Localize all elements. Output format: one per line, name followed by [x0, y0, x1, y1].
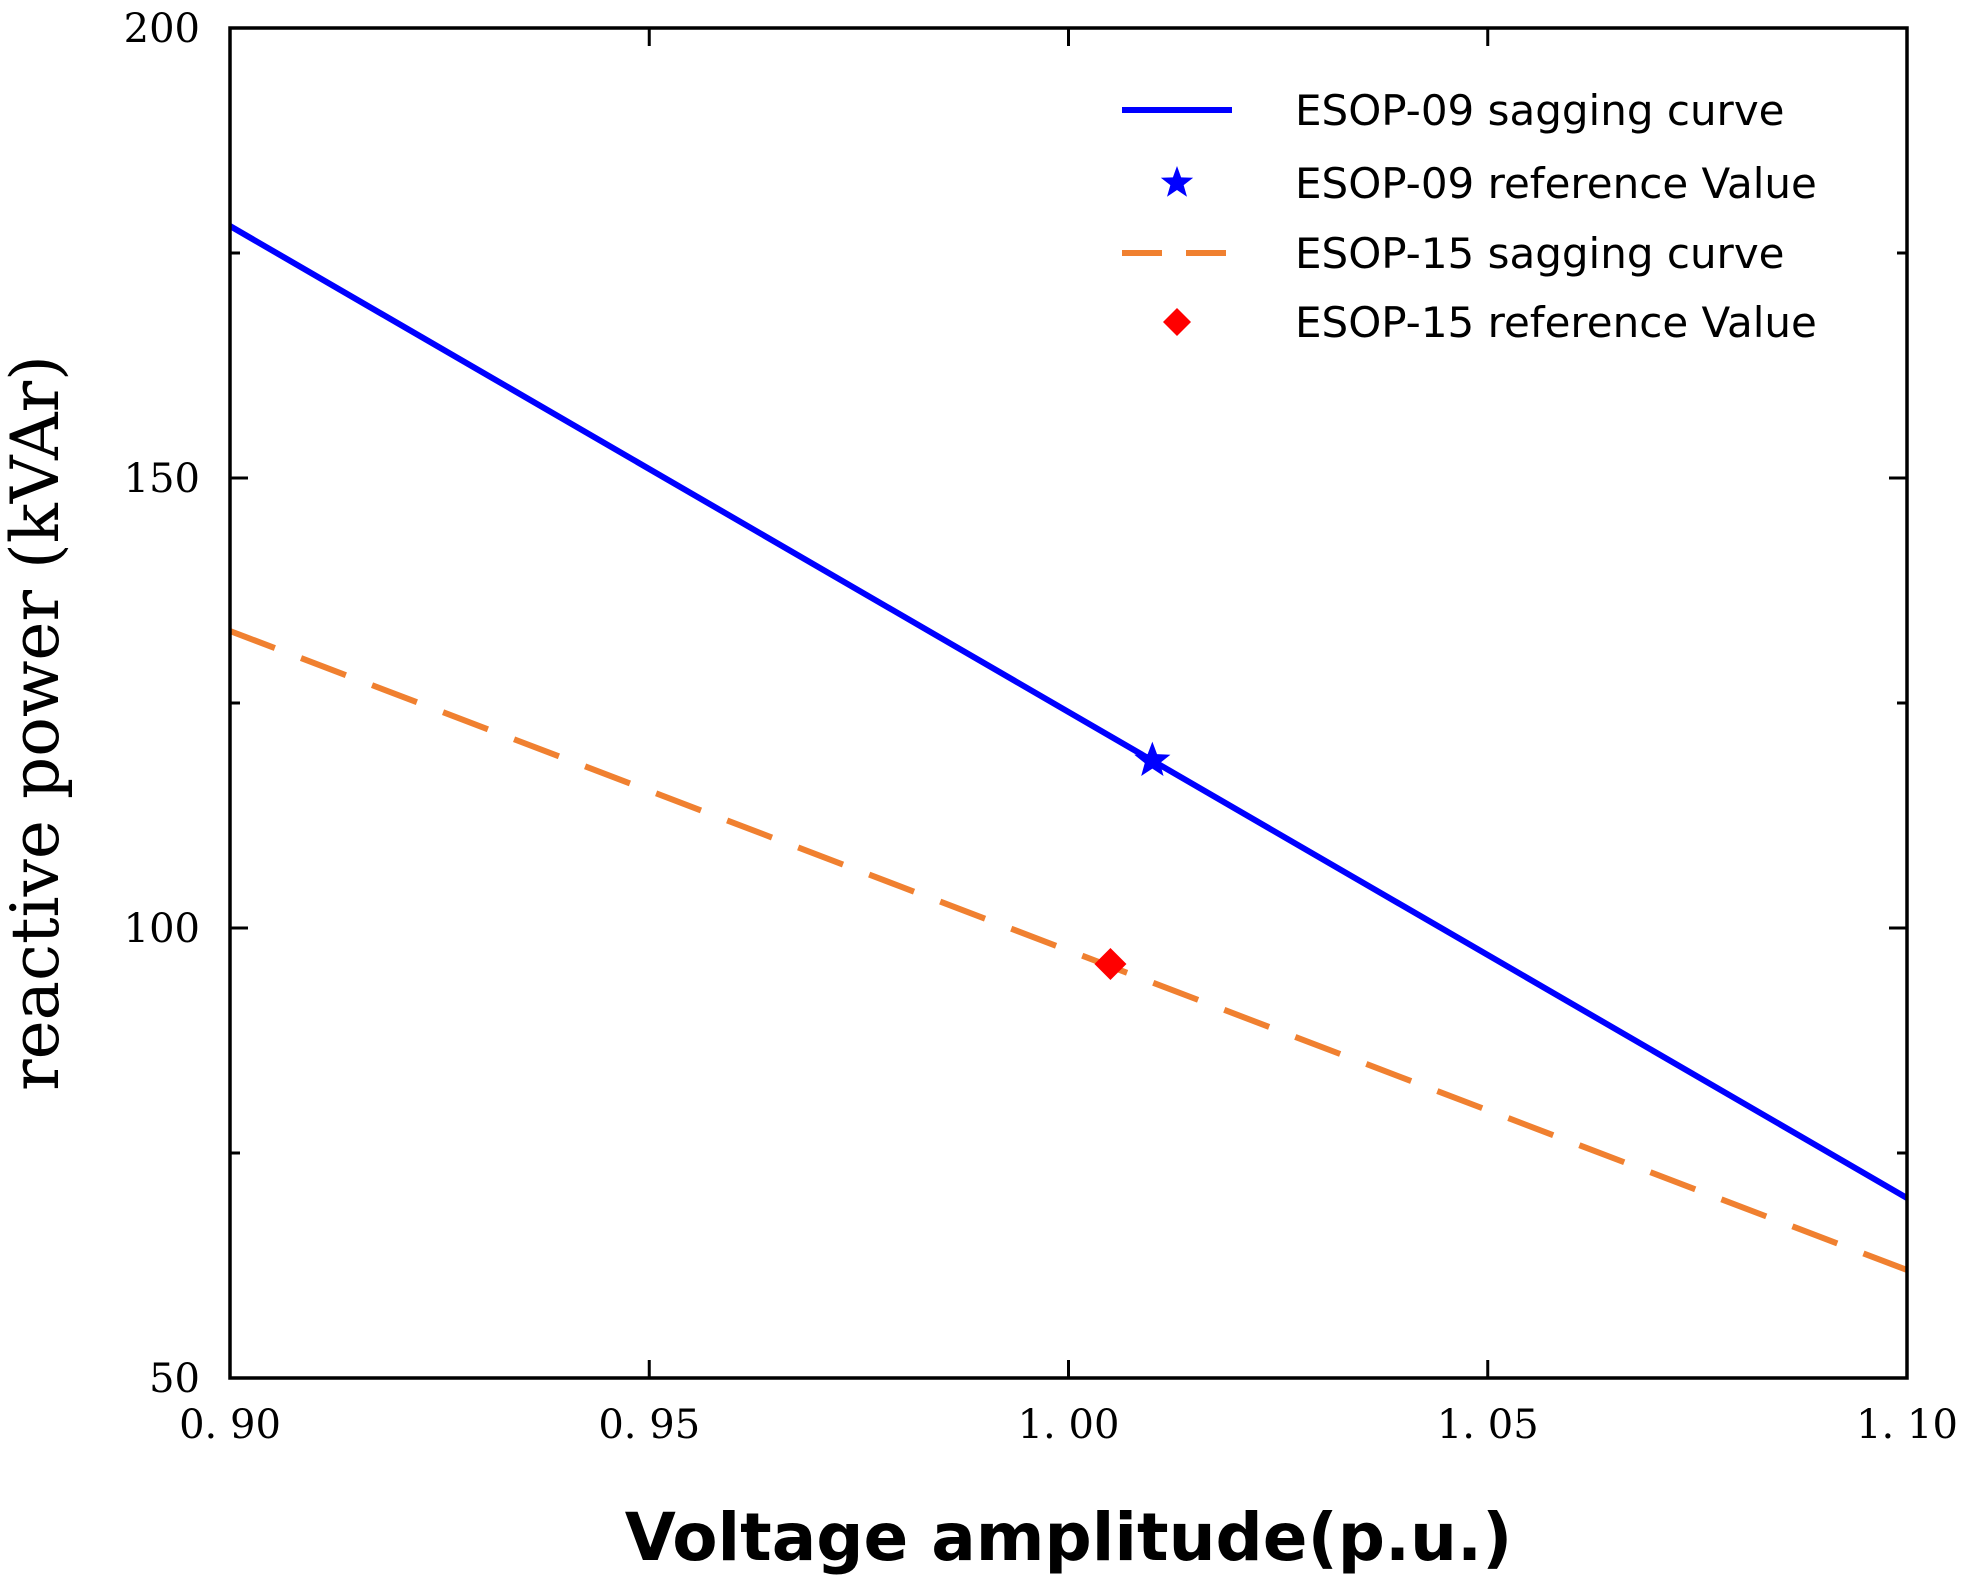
marker-layer	[1094, 741, 1171, 980]
series-marker-4	[1094, 948, 1127, 980]
tick-layer: 0. 90 0. 95 1. 00 1. 05 1. 10 50 100 150 200	[124, 6, 1958, 1448]
legend-label-1: ESOP-09 sagging curve	[1295, 86, 1785, 135]
legend-swatch-2	[1160, 166, 1194, 197]
x-tick-label: 1. 00	[1018, 1402, 1120, 1448]
x-tick-label: 0. 95	[598, 1402, 700, 1448]
y-axis-title: reactive power (kVAr)	[0, 355, 74, 1091]
y-tick-label: 150	[124, 456, 200, 502]
x-tick-label: 1. 10	[1856, 1402, 1958, 1448]
legend: ESOP-09 sagging curve ESOP-09 reference V…	[1122, 86, 1817, 347]
x-axis-title: Voltage amplitude(p.u.)	[625, 1499, 1513, 1576]
legend-label-3: ESOP-15 sagging curve	[1295, 229, 1785, 278]
series-marker-2	[1134, 741, 1171, 776]
x-tick-label: 0. 90	[179, 1402, 281, 1448]
y-tick-label: 200	[124, 6, 200, 52]
x-tick-label: 1. 05	[1437, 1402, 1539, 1448]
legend-label-4: ESOP-15 reference Value	[1295, 298, 1817, 347]
legend-label-2: ESOP-09 reference Value	[1295, 159, 1817, 208]
series-layer	[228, 223, 1909, 1273]
legend-swatch-4	[1163, 308, 1191, 336]
y-tick-label: 50	[149, 1356, 200, 1402]
y-tick-label: 100	[124, 906, 200, 952]
series-line-1	[228, 223, 1909, 1201]
